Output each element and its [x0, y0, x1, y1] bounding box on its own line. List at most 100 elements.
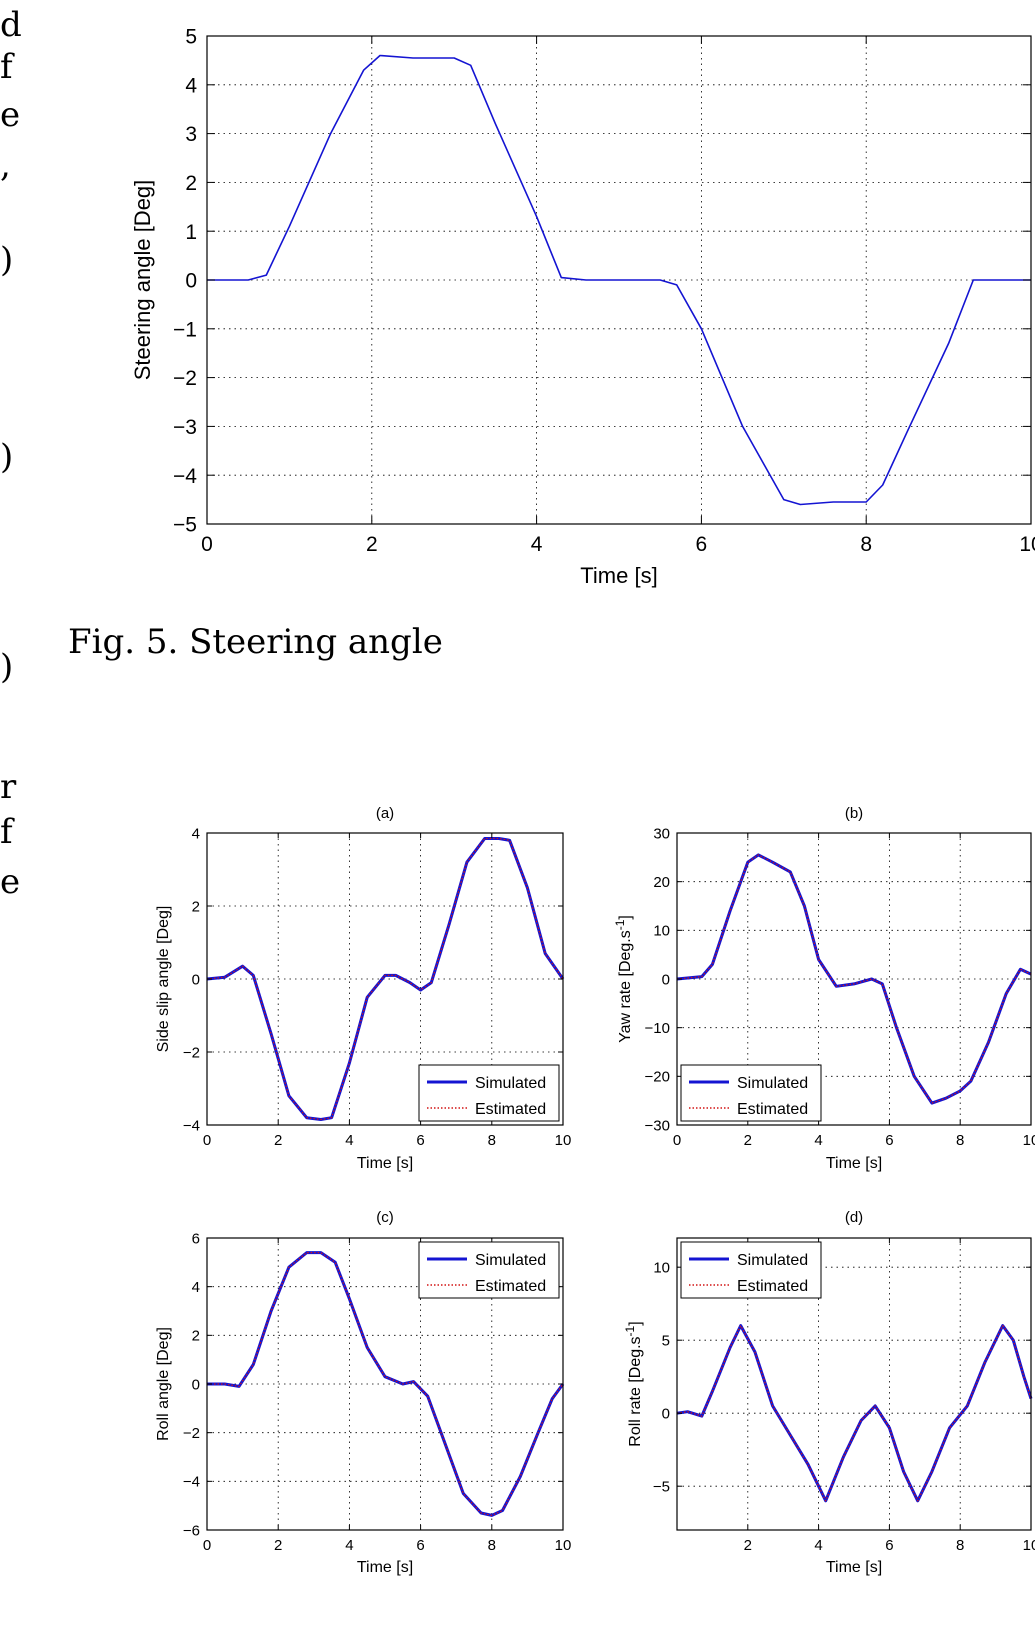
x-tick-label: 2 — [366, 533, 378, 556]
y-tick-label: −4 — [183, 1474, 200, 1491]
y-tick-label: 10 — [653, 923, 670, 940]
x-axis-label: Time [s] — [580, 563, 657, 588]
chart-a: 0 2 4 6 8 10 −4 −2 0 2 4 (a) Time [s] Side slip angle… — [155, 805, 571, 1172]
legend-label: Simulated — [737, 1252, 808, 1269]
y-tick-label: −2 — [183, 1044, 200, 1061]
y-axis-label-text: Yaw rate [Deg.s — [617, 930, 634, 1043]
y-tick-label: 2 — [192, 898, 200, 915]
y-tick-label: 2 — [185, 172, 197, 195]
y-tick-label: −4 — [173, 465, 197, 488]
x-tick-label: 2 — [744, 1132, 752, 1149]
legend: Simulated Estimated — [680, 1064, 822, 1122]
legend: Simulated Estimated — [680, 1241, 822, 1299]
y-axis-label-text: Roll rate [Deg.s — [627, 1336, 644, 1446]
x-tick-label: 2 — [274, 1132, 282, 1149]
plot-frame — [676, 1237, 1032, 1531]
series-line-estimated — [206, 837, 564, 1121]
y-axis-label-superscript: -1 — [613, 919, 627, 930]
chart-b: 0 2 4 6 8 10 −30 −20 −10 0 10 20 30 (b) Time [s] Yaw ra… — [613, 805, 1035, 1172]
y-tick-label: 3 — [185, 123, 197, 146]
y-tick-label: 30 — [653, 825, 670, 842]
y-tick-label: 4 — [192, 825, 200, 842]
x-tick-label: 0 — [673, 1132, 681, 1149]
x-tick-label: 4 — [531, 533, 543, 556]
y-axis-label: Yaw rate [Deg.s-1] — [613, 915, 634, 1043]
x-tick-label: 6 — [885, 1132, 893, 1149]
legend-label: Simulated — [475, 1075, 546, 1092]
legend-box — [680, 1241, 822, 1299]
x-tick-label: 2 — [744, 1537, 752, 1554]
chart-title: (b) — [845, 805, 863, 822]
legend: Simulated Estimated — [418, 1241, 560, 1299]
y-axis-label-text: Side slip angle [Deg] — [155, 906, 172, 1053]
margin-fragment: ) — [0, 437, 14, 477]
x-tick-label: 8 — [956, 1537, 964, 1554]
legend-label: Estimated — [475, 1101, 546, 1118]
y-axis-label-end: ] — [627, 1321, 644, 1325]
y-tick-label: −20 — [645, 1069, 670, 1086]
x-tick-label: 6 — [416, 1537, 424, 1554]
y-tick-label: 0 — [192, 971, 200, 988]
x-tick-label: 10 — [1023, 1537, 1035, 1554]
y-tick-label: −30 — [645, 1117, 670, 1134]
x-tick-label: 8 — [956, 1132, 964, 1149]
margin-fragment: d — [0, 5, 22, 45]
y-tick-label: 20 — [653, 874, 670, 891]
chart-d: 2 4 6 8 10 −5 0 5 10 (d) Time [s] Roll rate [Deg.s-… — [623, 1209, 1035, 1576]
x-tick-label: 10 — [1019, 533, 1035, 556]
y-axis-label: Roll rate [Deg.s-1] — [623, 1321, 644, 1446]
legend-box — [680, 1064, 822, 1122]
margin-fragment: ) — [0, 240, 14, 280]
y-tick-label: −6 — [183, 1522, 200, 1539]
legend-box — [418, 1241, 560, 1299]
x-axis-label: Time [s] — [357, 1155, 413, 1172]
series-line-steering — [207, 54, 1031, 506]
legend-label: Simulated — [475, 1252, 546, 1269]
x-tick-label: 0 — [203, 1132, 211, 1149]
y-tick-label: 0 — [192, 1376, 200, 1393]
legend-label: Simulated — [737, 1075, 808, 1092]
legend-box — [418, 1064, 560, 1122]
series-line-estimated — [676, 1324, 1032, 1502]
chart-c: 0 2 4 6 8 10 −6 −4 −2 0 2 4 6 (c) Time [s] Roll angle [… — [155, 1209, 571, 1576]
y-axis-label: Side slip angle [Deg] — [155, 906, 172, 1053]
y-axis-label-superscript: -1 — [623, 1325, 637, 1336]
x-axis-label: Time [s] — [357, 1559, 413, 1576]
legend-label: Estimated — [475, 1278, 546, 1295]
y-tick-label: −5 — [173, 514, 197, 537]
y-axis-label-text: Roll angle [Deg] — [155, 1327, 172, 1441]
x-tick-label: 0 — [201, 533, 213, 556]
x-tick-label: 6 — [416, 1132, 424, 1149]
y-tick-label: 4 — [185, 74, 197, 97]
y-axis-label-end: ] — [617, 915, 634, 919]
x-axis-label: Time [s] — [826, 1155, 882, 1172]
y-tick-label: 6 — [192, 1230, 200, 1247]
x-axis-label: Time [s] — [826, 1559, 882, 1576]
legend-label: Estimated — [737, 1101, 808, 1118]
margin-fragment: ) — [0, 647, 14, 687]
y-tick-label: −4 — [183, 1117, 200, 1134]
y-axis-label: Roll angle [Deg] — [155, 1327, 172, 1441]
y-tick-label: −2 — [183, 1425, 200, 1442]
y-tick-label: −2 — [173, 367, 197, 390]
y-tick-label: 10 — [653, 1260, 670, 1277]
chart-title: (a) — [376, 805, 394, 822]
legend: Simulated Estimated — [418, 1064, 560, 1122]
y-tick-label: −10 — [645, 1020, 670, 1037]
x-tick-label: 4 — [345, 1132, 353, 1149]
y-tick-label: 1 — [185, 221, 197, 244]
x-tick-label: 6 — [696, 533, 708, 556]
x-tick-label: 4 — [814, 1537, 822, 1554]
x-tick-label: 8 — [488, 1537, 496, 1554]
x-tick-label: 10 — [555, 1537, 572, 1554]
y-axis-label-text: Steering angle [Deg] — [130, 180, 155, 381]
x-tick-label: 6 — [885, 1537, 893, 1554]
y-tick-label: 0 — [662, 971, 670, 988]
margin-fragment: , — [0, 145, 11, 185]
x-tick-label: 10 — [1023, 1132, 1035, 1149]
x-tick-label: 4 — [814, 1132, 822, 1149]
series-line-estimated — [207, 1251, 564, 1517]
y-tick-label: 5 — [185, 26, 197, 49]
y-axis-label: Steering angle [Deg] — [130, 180, 155, 381]
